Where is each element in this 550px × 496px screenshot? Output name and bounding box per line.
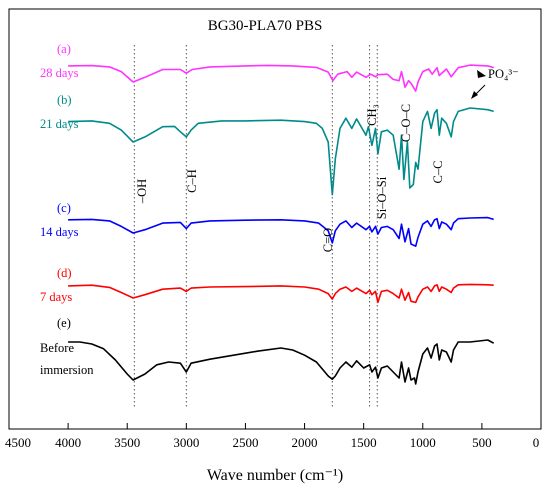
series-label-d-time: 7 days: [40, 290, 72, 304]
series-line-5: [68, 339, 495, 385]
x-tick-label: 3500: [114, 435, 140, 450]
series-line-3: [68, 216, 494, 247]
series-label-e-time-line1: Before: [40, 341, 74, 355]
peak-label-coc: C–O–C: [399, 104, 413, 142]
po4-arrow-head-a: [477, 70, 486, 78]
peak-label-ch3: CH₃: [365, 104, 379, 126]
series-label-c-time: 14 days: [40, 225, 79, 239]
x-axis-ticks: 4500 4000 3500 3000 2500 2000 1500 1000 500 0: [5, 423, 542, 450]
plot-frame: [8, 8, 542, 430]
series-label-c-letter: (c): [57, 201, 71, 215]
peak-label-sios: Si–O–Si: [375, 176, 389, 219]
peak-label-oh: –OH: [135, 179, 149, 204]
series-label-d-letter: (d): [57, 266, 72, 280]
x-tick-label: 4500: [5, 435, 31, 450]
peak-label-po4: PO₄³⁻: [488, 67, 519, 81]
x-tick-label: 4000: [55, 435, 81, 450]
chart-title: BG30-PLA70 PBS: [208, 18, 323, 34]
series-label-a-letter: (a): [57, 42, 71, 56]
x-axis-title: Wave number (cm⁻¹): [207, 467, 343, 484]
x-tick-label: 0: [533, 435, 540, 450]
series-label-a-time: 28 days: [40, 66, 79, 80]
series-line-4: [68, 283, 494, 304]
series-label-b-letter: (b): [57, 93, 72, 107]
peak-label-co: C=O: [321, 228, 335, 252]
peak-label-cc: C–C: [431, 161, 445, 184]
x-tick-label: 2500: [232, 435, 258, 450]
peak-label-ch: C–H: [185, 169, 199, 193]
x-tick-label: 3000: [173, 435, 199, 450]
reference-lines: [133, 45, 378, 408]
series-label-b-time: 21 days: [40, 117, 79, 131]
x-tick-label: 500: [472, 435, 492, 450]
x-tick-label: 1000: [410, 435, 436, 450]
po4-arrow-head-b: [471, 91, 478, 99]
series-label-e-letter: (e): [57, 316, 71, 330]
series-lines: [68, 64, 495, 385]
series-label-e-time-line2: immersion: [40, 363, 94, 377]
series-line-2: [68, 107, 494, 196]
x-tick-label: 1500: [351, 435, 377, 450]
series-line-1: [68, 64, 494, 92]
x-tick-label: 2000: [292, 435, 318, 450]
